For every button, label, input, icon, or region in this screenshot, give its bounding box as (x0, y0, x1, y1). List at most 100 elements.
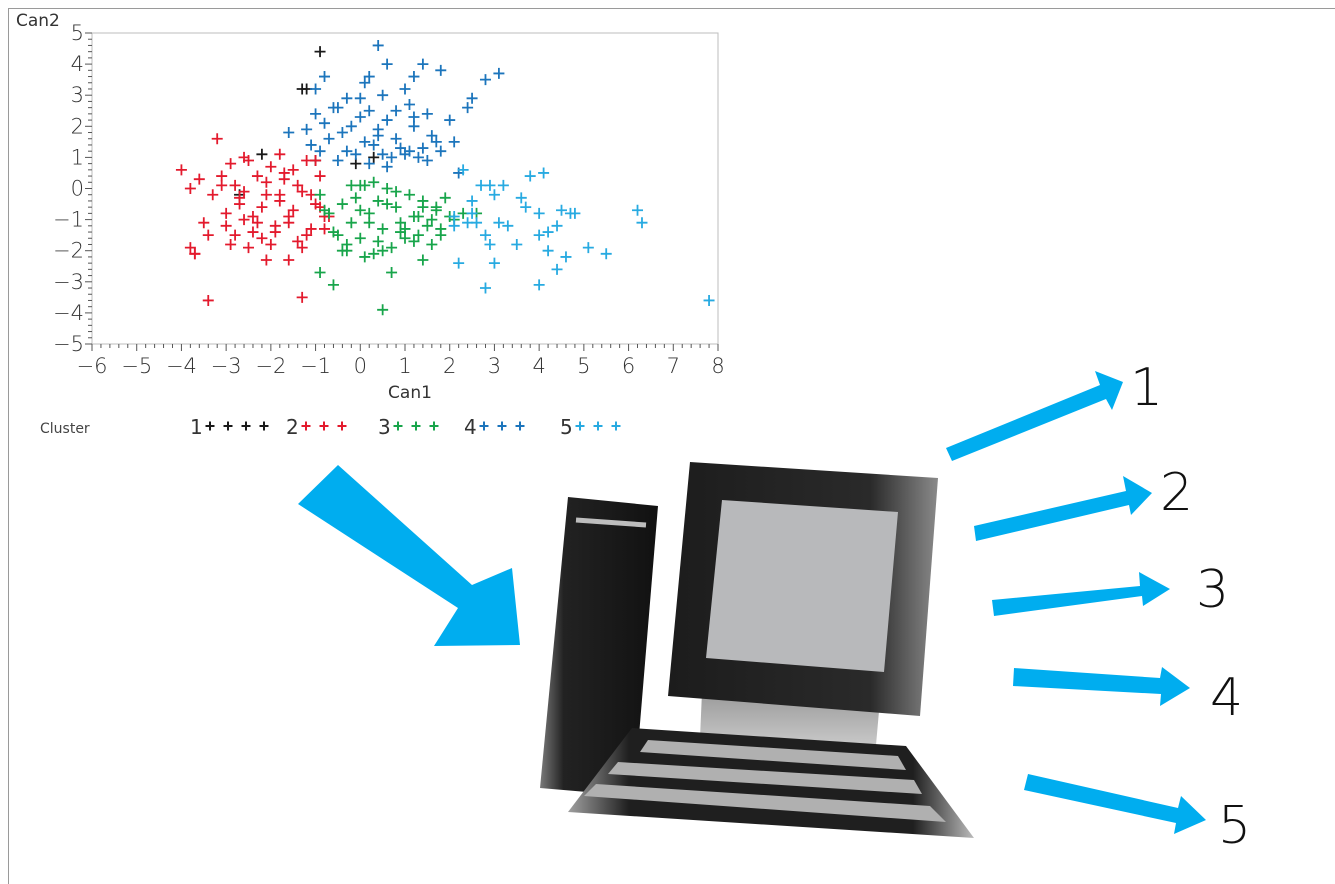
scatter-point (310, 108, 322, 120)
x-tick-label: 2 (443, 354, 456, 378)
y-tick-label: −4 (53, 301, 84, 325)
scatter-point (296, 242, 308, 254)
scatter-point (350, 148, 362, 160)
scatter-point (515, 192, 527, 204)
scatter-point (426, 214, 438, 226)
scatter-point (363, 207, 375, 219)
legend-items: 1 2 3 4 5 (190, 415, 621, 439)
scatter-point (247, 210, 259, 222)
scatter-point (354, 204, 366, 216)
scatter-point (582, 242, 594, 254)
scatter-point (305, 139, 317, 151)
scatter-point (403, 99, 415, 111)
y-axis-title: Can2 (16, 11, 60, 31)
scatter-point (363, 158, 375, 170)
scatter-point (319, 204, 331, 216)
scatter-point (412, 210, 424, 222)
scatter-point (229, 179, 241, 191)
scatter-point (372, 195, 384, 207)
scatter-point (403, 189, 415, 201)
legend-marker (241, 421, 251, 431)
scatter-point (341, 145, 353, 157)
scatter-point (314, 266, 326, 278)
y-tick-label: 3 (71, 83, 84, 107)
scatter-point (184, 183, 196, 194)
scatter-point (417, 58, 429, 70)
scatter-point (345, 120, 357, 132)
scatter-point (502, 220, 514, 232)
scatter-point (345, 217, 357, 229)
scatter-point (319, 223, 331, 235)
scatter-points (175, 39, 715, 316)
scatter-point (448, 220, 460, 232)
scatter-point (296, 186, 308, 198)
scatter-point (542, 245, 554, 257)
scatter-point (381, 183, 393, 194)
scatter-point (372, 130, 384, 142)
scatter-point (520, 201, 532, 213)
legend-marker (205, 421, 215, 431)
scatter-point (632, 204, 644, 216)
scatter-point (390, 133, 402, 145)
output-arrow-3 (992, 572, 1170, 616)
output-arrow-1 (946, 371, 1123, 461)
scatter-point (283, 127, 295, 139)
scatter-point (386, 266, 398, 278)
x-tick-label: 0 (354, 354, 367, 378)
scatter-point (703, 294, 715, 306)
scatter-point (283, 217, 295, 229)
scatter-point (457, 164, 469, 176)
scatter-point (399, 232, 411, 244)
scatter-point (350, 158, 362, 170)
scatter-point (533, 229, 545, 241)
scatter-point (466, 207, 478, 219)
legend-marker (337, 421, 347, 431)
scatter-point (444, 114, 456, 126)
legend-marker (301, 421, 311, 431)
scatter-point (426, 238, 438, 250)
x-tick-label: −2 (255, 354, 286, 378)
scatter-point (238, 186, 250, 198)
scatter-point (386, 151, 398, 163)
scatter-point (377, 245, 389, 257)
scatter-point (305, 223, 317, 235)
scatter-point (466, 92, 478, 104)
scatter-point (354, 92, 366, 104)
scatter-point (256, 201, 268, 213)
scatter-point (426, 130, 438, 142)
legend-title: Cluster (40, 421, 90, 437)
scatter-point (260, 254, 272, 266)
scatter-point (484, 179, 496, 191)
scatter-point (600, 248, 612, 260)
scatter-point (488, 257, 500, 269)
scatter-point (278, 167, 290, 179)
scatter-point (301, 229, 313, 241)
scatter-point (560, 251, 572, 263)
scatter-point (533, 279, 545, 291)
scatter-point (292, 179, 304, 191)
y-tick-label: 5 (71, 21, 84, 45)
scatter-point (256, 148, 268, 160)
tower-drive-slot (575, 517, 647, 528)
scatter-point (368, 248, 380, 260)
scatter-point (390, 186, 402, 198)
scatter-point (314, 170, 326, 182)
scatter-point (314, 189, 326, 201)
scatter-point (390, 201, 402, 213)
monitor-screen (706, 500, 898, 672)
x-tick-label: 5 (577, 354, 590, 378)
scatter-point (462, 102, 474, 114)
scatter-point (386, 242, 398, 254)
scatter-point (377, 89, 389, 101)
scatter-point (368, 151, 380, 163)
legend-marker (593, 421, 603, 431)
input-arrow (298, 465, 520, 646)
legend-label: 1 (190, 415, 203, 439)
scatter-point (260, 176, 272, 188)
scatter-point (377, 148, 389, 160)
output-label-4: 4 (1210, 668, 1243, 728)
scatter-point (377, 223, 389, 235)
output-arrow-2 (974, 476, 1152, 541)
legend-label: 3 (378, 415, 391, 439)
